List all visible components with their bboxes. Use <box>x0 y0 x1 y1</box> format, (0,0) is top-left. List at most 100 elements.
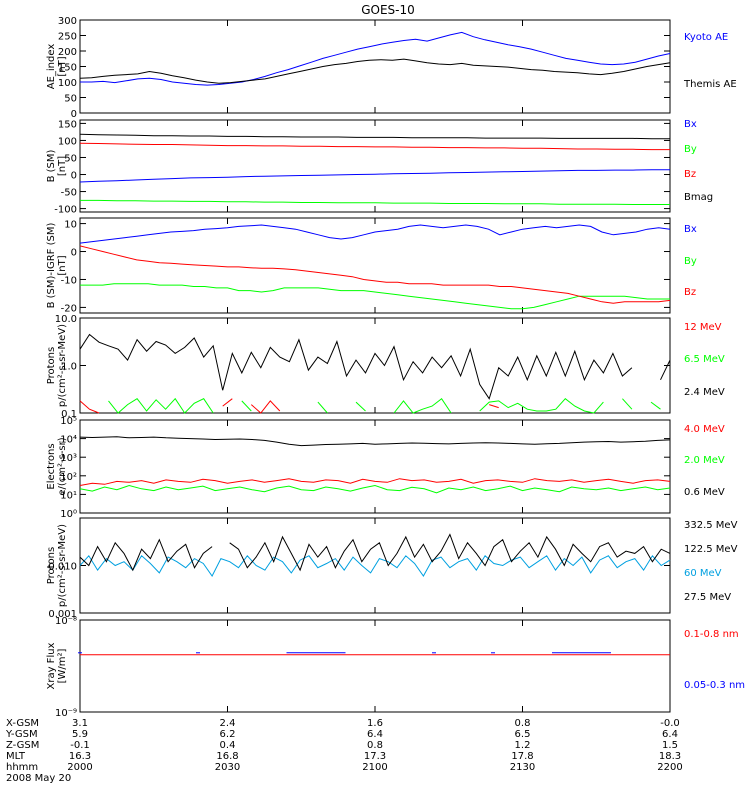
series-2-0-mev <box>79 484 671 494</box>
series-line <box>650 401 661 410</box>
y-tick-label: 150 <box>58 63 77 74</box>
series-line <box>79 169 670 183</box>
series-12-mev <box>79 398 499 414</box>
ephemeris-value: -0.0 <box>660 718 680 729</box>
ephemeris-value: 18.3 <box>659 751 681 762</box>
legend-label: 6.5 MeV <box>684 354 725 365</box>
series-line <box>355 401 366 412</box>
legend-label: Bz <box>684 287 696 298</box>
series-line <box>222 398 233 407</box>
y-tick-label: 200 <box>58 47 77 58</box>
series-line <box>79 245 671 304</box>
y-tick-label: -10 <box>61 275 77 286</box>
series-4-0-mev <box>79 478 671 486</box>
ephemeris-value: 0.8 <box>515 718 531 729</box>
ephemeris-row-label: MLT <box>6 751 26 762</box>
series-line <box>622 398 633 410</box>
y-tick-label: 150 <box>58 119 77 130</box>
y-tick-label: 10⁻⁹ <box>55 708 77 719</box>
ephemeris-value: 0.8 <box>367 740 383 751</box>
y-tick-label: 10.0 <box>55 314 77 325</box>
ephemeris-value: 3.1 <box>72 718 88 729</box>
y-tick-label: 10⁴ <box>60 435 77 446</box>
ephemeris-row-label: Z-GSM <box>6 740 39 751</box>
y-tick-label: 1.0 <box>61 362 77 373</box>
y-axis-label: Xray Flux <box>46 642 57 689</box>
panel-7: 10⁻⁹ 10⁻⁸ Xray Flux [W/m²] 0.1-0.8 nm 0.05-0.… <box>46 616 745 719</box>
series-line <box>79 554 671 577</box>
y-tick-label: 50 <box>64 94 77 105</box>
series-line <box>393 397 452 414</box>
legend-label: 332.5 MeV <box>684 520 738 531</box>
panel-frame <box>79 119 671 213</box>
y-axis-label: Protons <box>46 547 57 584</box>
series-line <box>489 404 499 409</box>
y-axis-label: B (SM) <box>46 149 57 182</box>
ephemeris-value: 6.4 <box>367 729 383 740</box>
y-tick-label: 10 <box>64 220 77 231</box>
y-tick-label: 0.1 <box>61 409 77 420</box>
series-line <box>80 283 670 310</box>
ephemeris-value: 6.2 <box>220 729 236 740</box>
legend-label: 122.5 MeV <box>684 544 738 555</box>
series-line <box>79 478 671 486</box>
ephemeris-value: 16.8 <box>216 751 238 762</box>
series-themis-ae <box>79 58 671 84</box>
legend-label: 4.0 MeV <box>684 424 725 435</box>
series-line <box>108 397 214 414</box>
panel-frame <box>79 19 671 114</box>
ephemeris-value: 17.3 <box>364 751 386 762</box>
series-line <box>79 333 633 400</box>
series-line <box>79 58 671 84</box>
ephemeris-value: 2130 <box>510 762 535 773</box>
y-tick-label: -100 <box>54 205 77 216</box>
series-by <box>80 283 670 310</box>
y-axis-unit: [nT] <box>57 255 68 275</box>
y-tick-label: 0.001 <box>48 609 77 620</box>
y-tick-label: 10¹ <box>60 490 77 501</box>
panel-3: -20 -10 0 10 B (SM)-IGRF (SM) [nT] Bx By Bz <box>46 217 697 314</box>
series-by <box>80 199 670 205</box>
legend-label: 0.1-0.8 nm <box>684 629 739 640</box>
series-bx <box>79 169 670 183</box>
panel-frame <box>79 317 671 414</box>
y-tick-label: -50 <box>61 188 77 199</box>
series-2-4-mev <box>79 333 671 400</box>
series-line <box>660 359 671 381</box>
series-line <box>229 533 671 572</box>
series-bz <box>79 142 670 151</box>
plot-date: 2008 May 20 <box>6 773 71 784</box>
series-line <box>79 224 671 244</box>
y-tick-label: 10⁵ <box>60 416 77 427</box>
legend-label: Themis AE <box>683 79 737 90</box>
y-tick-label: 10⁰ <box>60 509 77 520</box>
ephemeris-row-label: hhmm <box>6 762 38 773</box>
y-tick-label: 0 <box>71 248 77 259</box>
ephemeris-value: 5.9 <box>72 729 88 740</box>
y-axis-unit: [nT] <box>57 156 68 176</box>
ephemeris-value: 0.4 <box>220 740 236 751</box>
series-bmag <box>79 133 670 140</box>
y-tick-label: 10⁻⁸ <box>55 616 77 627</box>
series-line <box>79 436 671 447</box>
ephemeris-value: 1.5 <box>662 740 678 751</box>
legend-label: By <box>684 256 697 267</box>
y-tick-label: -20 <box>61 303 77 314</box>
legend-label: 27.5 MeV <box>684 592 731 603</box>
legend-label: Bx <box>684 224 697 235</box>
series-line <box>317 401 328 414</box>
panel-4: 0.1 1.0 10.0 Protons p/(cm²-s-sr-MeV) 12 MeV 6… <box>46 314 725 420</box>
panel-5: 10⁰ 10¹ 10² 10³ 10⁴ 10⁵ Electrons e/(cm²-s-sr) 4… <box>46 416 725 520</box>
ephemeris-value: 2000 <box>67 762 92 773</box>
series-line <box>79 484 671 494</box>
legend-label: 2.0 MeV <box>684 455 725 466</box>
series-line <box>80 31 671 86</box>
ephemeris-row-label: X-GSM <box>6 718 39 729</box>
legend-label: 12 MeV <box>684 322 722 333</box>
y-tick-label: 0 <box>71 171 77 182</box>
ephemeris-value: 1.2 <box>515 740 531 751</box>
y-axis-label: AE_index <box>46 44 57 90</box>
legend-label: 0.6 MeV <box>684 487 725 498</box>
y-tick-label: 0 <box>71 109 77 120</box>
